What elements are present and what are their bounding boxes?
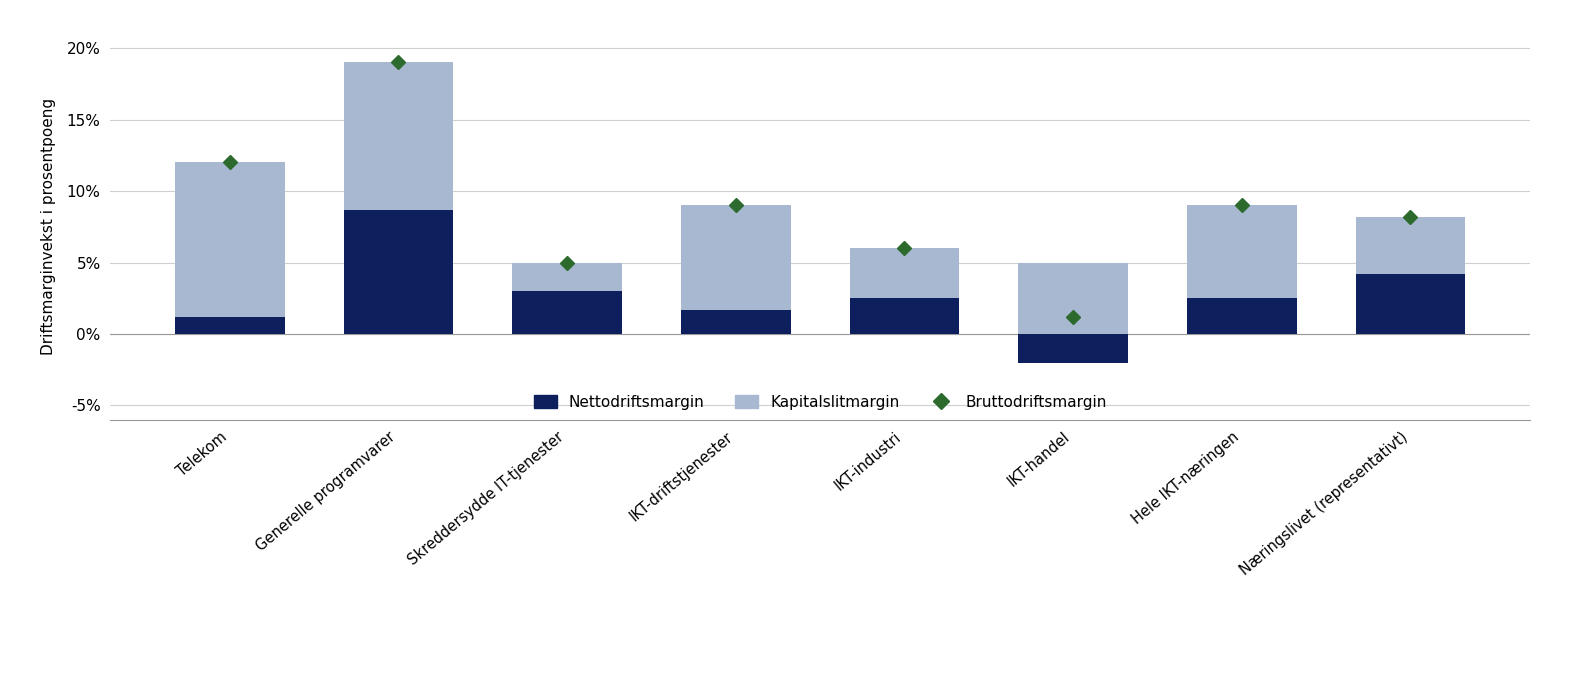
Bar xyxy=(513,291,621,334)
Bar xyxy=(513,263,621,291)
Bar xyxy=(1019,334,1128,363)
Y-axis label: Driftsmarginvekst i prosentpoeng: Driftsmarginvekst i prosentpoeng xyxy=(41,98,55,355)
Bar xyxy=(1019,263,1128,334)
Bar xyxy=(1356,217,1465,274)
Bar xyxy=(1356,274,1465,334)
Bar xyxy=(344,210,453,334)
Bar xyxy=(1187,205,1296,299)
Bar xyxy=(681,309,790,334)
Bar xyxy=(681,205,790,309)
Bar xyxy=(1187,299,1296,334)
Bar xyxy=(175,162,284,317)
Bar xyxy=(850,248,959,299)
Bar xyxy=(344,62,453,210)
Legend: Nettodriftsmargin, Kapitalslitmargin, Bruttodriftsmargin: Nettodriftsmargin, Kapitalslitmargin, Br… xyxy=(527,389,1113,416)
Bar xyxy=(850,299,959,334)
Bar xyxy=(175,317,284,334)
